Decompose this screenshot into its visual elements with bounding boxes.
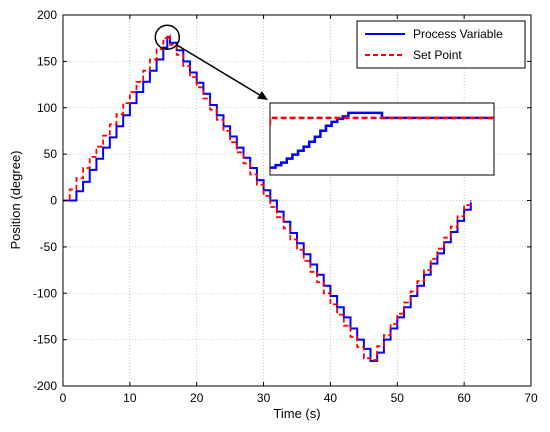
inset-series-layer bbox=[270, 111, 494, 169]
x-tick-label: 10 bbox=[123, 391, 137, 405]
x-tick-label: 40 bbox=[324, 391, 338, 405]
x-tick-label: 0 bbox=[60, 391, 67, 405]
y-tick-label: -200 bbox=[33, 379, 57, 393]
x-tick-label: 60 bbox=[457, 391, 471, 405]
series-process-variable bbox=[63, 36, 472, 362]
inset-series-process-variable bbox=[270, 111, 494, 169]
inset-series-set-point bbox=[270, 116, 494, 126]
series-set-point bbox=[63, 34, 472, 361]
zoom-arrow-line bbox=[176, 44, 260, 96]
y-tick-label: 150 bbox=[37, 54, 57, 68]
y-tick-label: -100 bbox=[33, 286, 57, 300]
x-axis-label: Time (s) bbox=[273, 406, 320, 421]
y-tick-label: -150 bbox=[33, 333, 57, 347]
legend: Process Variable Set Point bbox=[356, 20, 526, 69]
x-tick-label: 30 bbox=[257, 391, 271, 405]
inset-zoom bbox=[269, 102, 495, 176]
y-tick-label: -50 bbox=[40, 240, 58, 254]
series-layer bbox=[63, 34, 472, 362]
x-tick-label: 50 bbox=[391, 391, 405, 405]
y-axis-label: Position (degree) bbox=[8, 151, 23, 250]
x-tick-label: 20 bbox=[190, 391, 204, 405]
y-tick-label: 50 bbox=[44, 147, 58, 161]
plot-area bbox=[63, 34, 472, 362]
legend-box bbox=[356, 20, 526, 69]
y-tick-label: 100 bbox=[37, 101, 57, 115]
legend-label-process-variable: Process Variable bbox=[413, 27, 503, 41]
x-axis-ticks: 0 10 20 30 40 50 60 70 bbox=[60, 15, 538, 405]
y-tick-label: 200 bbox=[37, 8, 57, 22]
highlight-circle bbox=[154, 24, 181, 51]
x-tick-label: 70 bbox=[524, 391, 538, 405]
zoom-arrowhead bbox=[257, 90, 268, 100]
legend-label-set-point: Set Point bbox=[413, 48, 462, 62]
y-axis-ticks: -200 -150 -100 -50 0 50 100 150 200 bbox=[33, 8, 531, 393]
y-tick-label: 0 bbox=[50, 194, 57, 208]
